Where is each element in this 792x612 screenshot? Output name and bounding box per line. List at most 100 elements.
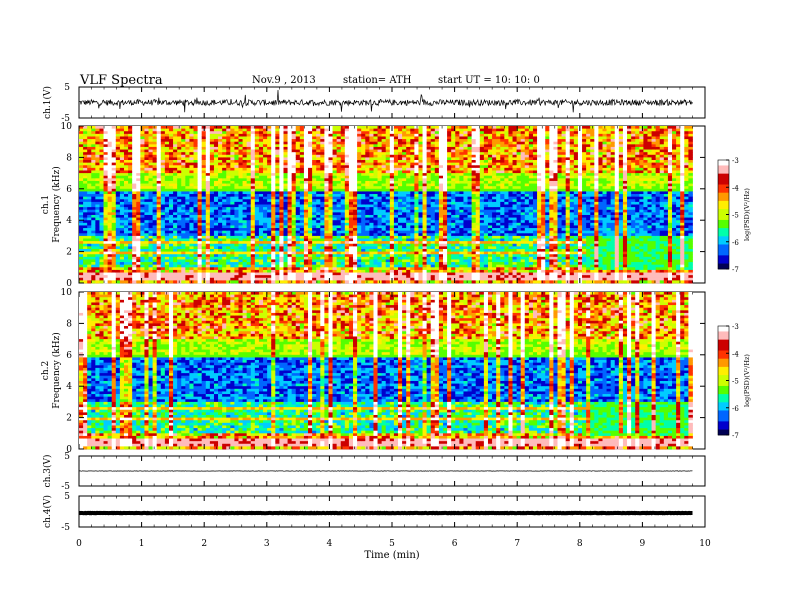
ch1-spectrogram-cell [324, 157, 328, 160]
ch1-spectrogram-cell [177, 157, 181, 160]
ch1-spectrogram-cell [255, 225, 259, 228]
ch1-spectrogram-cell [194, 184, 198, 187]
ch1-spectrogram-cell [120, 181, 124, 184]
ch1-spectrogram-cell [271, 225, 275, 228]
ch1-spectrogram-cell [173, 257, 177, 260]
ch1-spectrogram-cell [267, 210, 271, 213]
ch1-spectrogram-cell [418, 129, 422, 132]
ch1-spectrogram-cell [402, 199, 406, 202]
ch1-spectrogram-cell [324, 136, 328, 139]
ch1-spectrogram-cell [263, 254, 267, 257]
ch1-spectrogram-cell [226, 126, 230, 129]
ch1-spectrogram-cell [288, 228, 292, 231]
ch1-spectrogram-cell [108, 241, 112, 244]
ch1-spectrogram-cell [292, 273, 296, 276]
ch1-spectrogram-cell [149, 176, 153, 179]
ch1-spectrogram-cell [296, 178, 300, 181]
ch1-spectrogram-cell [337, 278, 341, 281]
ch1-spectrogram-cell [157, 139, 161, 142]
ch1-spectrogram-cell [369, 207, 373, 210]
ch1-spectrogram-cell [177, 144, 181, 147]
ch1-spectrogram-cell [153, 231, 157, 234]
ch1-spectrogram-cell [263, 178, 267, 181]
ch1-spectrogram-cell [398, 246, 402, 249]
ch1-spectrogram-cell [189, 131, 193, 134]
ch1-spectrogram-cell [320, 252, 324, 255]
ch1-spectrogram-cell [394, 136, 398, 139]
ch1-spectrogram-cell [99, 275, 103, 278]
ch1-spectrogram-cell [202, 147, 206, 150]
ch1-spectrogram-cell [345, 142, 349, 145]
ch1-spectrogram-cell [337, 223, 341, 226]
ch1-spectrogram-cell [243, 155, 247, 158]
ch1-spectrogram-cell [345, 275, 349, 278]
ch1-spectrogram-cell [234, 160, 238, 163]
ch1-spectrogram-cell [324, 144, 328, 147]
ch1-spectrogram-cell [365, 267, 369, 270]
ch1-spectrogram-cell [161, 199, 165, 202]
ch1-spectrogram-cell [369, 181, 373, 184]
ch1-spectrogram-cell [333, 142, 337, 145]
ch1-spectrogram-cell [288, 236, 292, 239]
ch1-spectrogram-cell [283, 181, 287, 184]
ch1-spectrogram-cell [324, 186, 328, 189]
ch1-spectrogram-cell [210, 218, 214, 221]
ch1-spectrogram-cell [165, 134, 169, 137]
ch1-spectrogram-cell [153, 189, 157, 192]
ch1-spectrogram-cell [361, 199, 365, 202]
ch1-spectrogram-cell [300, 173, 304, 176]
ch1-spectrogram-cell [369, 184, 373, 187]
figure-title: VLF Spectra [79, 73, 163, 88]
ch1-spectrogram-cell [292, 155, 296, 158]
ch1-spectrogram-cell [296, 155, 300, 158]
ch1-spectrogram-cell [312, 129, 316, 132]
ch1-spectrogram-cell [99, 215, 103, 218]
ch1-spectrogram-cell [263, 275, 267, 278]
ch1-spectrogram-cell [108, 147, 112, 150]
ch1-spectrogram-cell [210, 197, 214, 200]
ch1-spectrogram-cell [398, 202, 402, 205]
ch1-spectrogram-cell [112, 152, 116, 155]
ch1-spectrogram-cell [198, 228, 202, 231]
ch1-spectrogram-cell [345, 257, 349, 260]
ch1-spectrogram-cell [239, 139, 243, 142]
ch1-spectrogram-cell [279, 270, 283, 273]
ch1-spectrogram-cell [108, 231, 112, 234]
ch1-spectrogram-cell [132, 228, 136, 231]
ch1-spectrogram-cell [189, 210, 193, 213]
ch1-spectrogram-cell [161, 210, 165, 213]
ch1-spectrogram-cell [369, 223, 373, 226]
ch1-spectrogram-cell [79, 244, 83, 247]
ch1-spectrogram-cell [222, 249, 226, 252]
ch1-spectrogram-cell [116, 205, 120, 208]
ch1-spectrogram-cell [402, 136, 406, 139]
ch1-spectrogram-cell [226, 205, 230, 208]
ch1-spectrogram-cell [263, 152, 267, 155]
ch1-spectrogram-cell [255, 184, 259, 187]
ch1-spectrogram-cell [214, 134, 218, 137]
ch1-spectrogram-cell [255, 259, 259, 262]
ch1-spectrogram-cell [312, 257, 316, 260]
ch1-spectrogram-cell [345, 259, 349, 262]
ch1-spectrogram-cell [243, 270, 247, 273]
ch1-spectrogram-cell [349, 257, 353, 260]
ch1-spectrogram-cell [124, 197, 128, 200]
ch1-spectrogram-cell [361, 207, 365, 210]
ch1-spectrogram-cell [414, 236, 418, 239]
ch1-spectrogram-cell [144, 257, 148, 260]
ch1-spectrogram-cell [410, 265, 414, 268]
ch1-spectrogram-cell [271, 218, 275, 221]
ch1-spectrogram-cell [353, 189, 357, 192]
ch1-spectrogram-cell [218, 184, 222, 187]
ch1-spectrogram-cell [333, 126, 337, 129]
ch1-spectrogram-cell [283, 246, 287, 249]
ch1-spectrogram-cell [361, 165, 365, 168]
ch1-spectrogram-cell [333, 223, 337, 226]
ch1-spectrogram-cell [324, 199, 328, 202]
ch1-spectrogram-cell [128, 205, 132, 208]
ch1-spectrogram-cell [369, 257, 373, 260]
ch1-spectrogram-cell [414, 191, 418, 194]
ch1-spectrogram-cell [382, 210, 386, 213]
ch1-spectrogram-cell [382, 262, 386, 265]
ch1-spectrogram-cell [149, 126, 153, 129]
